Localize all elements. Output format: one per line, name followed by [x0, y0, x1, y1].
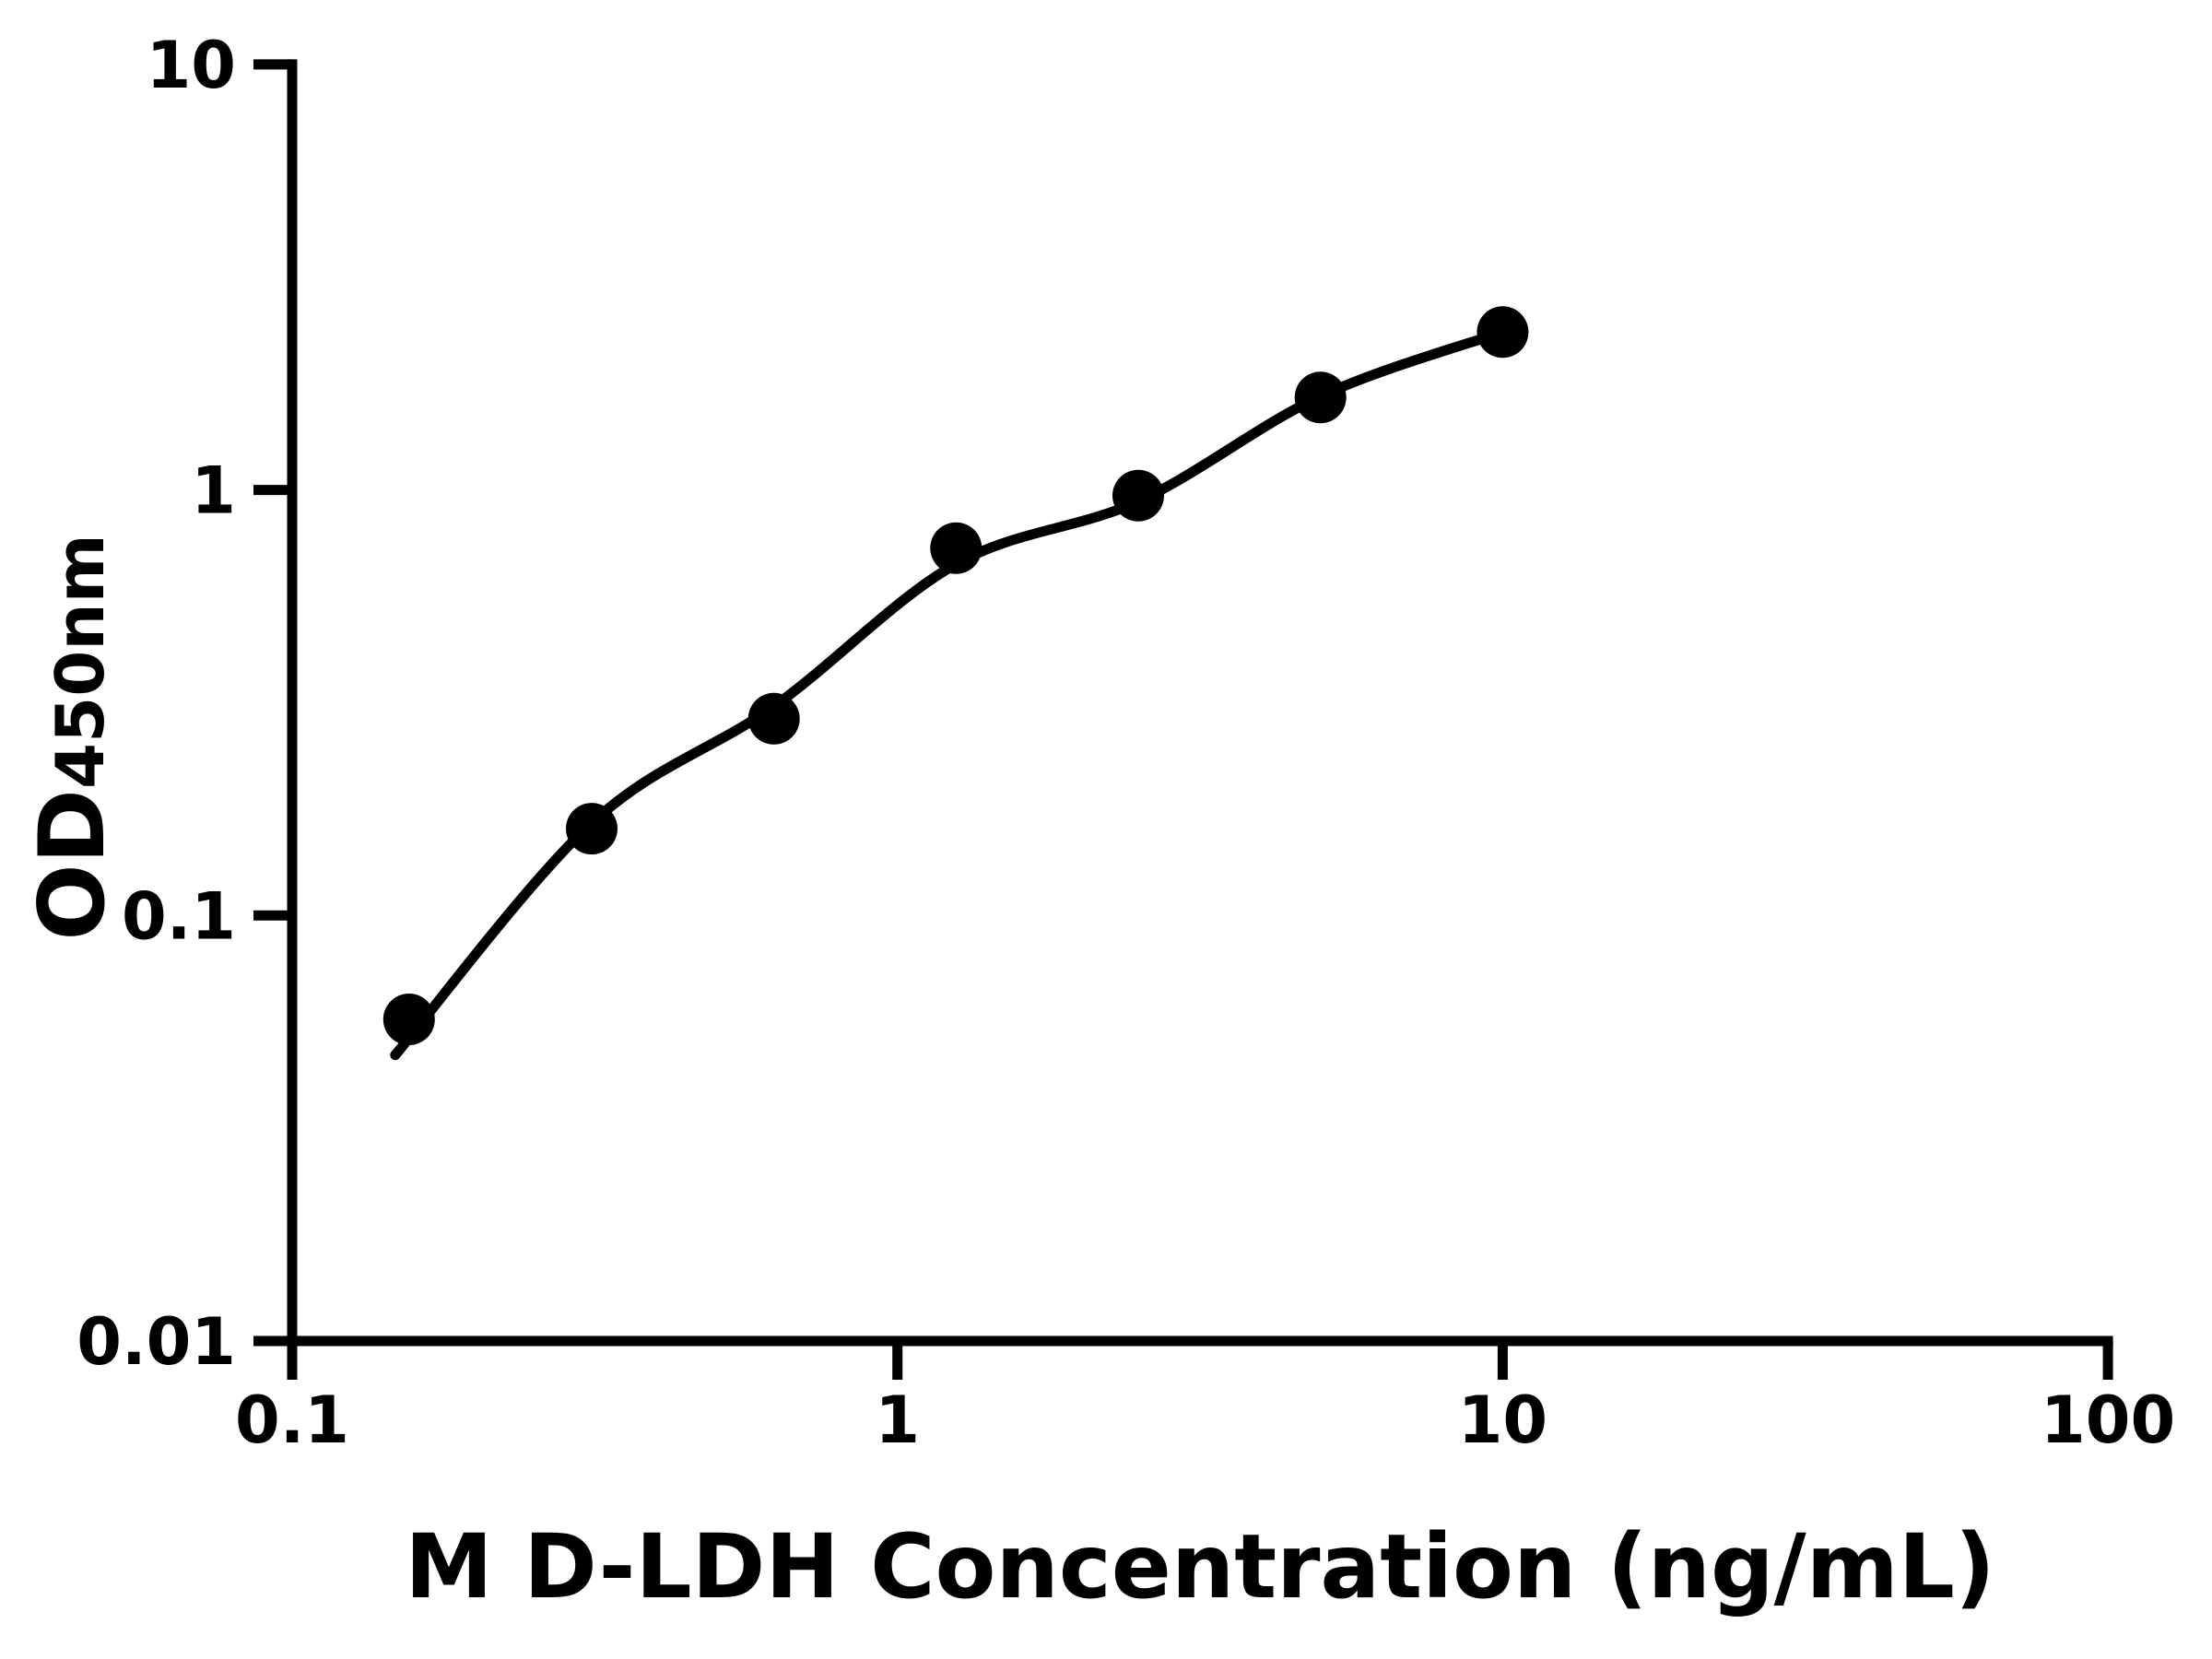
data-point: [382, 994, 435, 1045]
data-point: [930, 522, 982, 574]
y-tick-label: 0.01: [76, 1304, 236, 1380]
data-point: [1112, 469, 1164, 522]
data-point: [1294, 371, 1347, 424]
x-tick-label: 0.1: [235, 1382, 349, 1458]
y-tick-label: 0.1: [122, 878, 236, 954]
fit-curve-line: [390, 326, 1508, 1061]
y-tick-label: 1: [191, 453, 236, 529]
x-tick-label: 1: [875, 1382, 920, 1458]
data-points: [382, 306, 1529, 1045]
y-tick-label: 10: [147, 28, 236, 103]
y-axis-title-main: OD: [20, 789, 125, 941]
y-axis-title-sub: 450nm: [41, 534, 119, 789]
data-point: [566, 803, 618, 855]
x-axis-title: M D-LDH Concentration (ng/mL): [405, 1515, 1995, 1618]
y-axis-title: OD450nm: [20, 534, 125, 940]
x-tick-label: 10: [1458, 1382, 1547, 1458]
data-point: [1477, 306, 1529, 359]
x-tick-label: 100: [2041, 1382, 2175, 1458]
data-point: [747, 692, 800, 745]
